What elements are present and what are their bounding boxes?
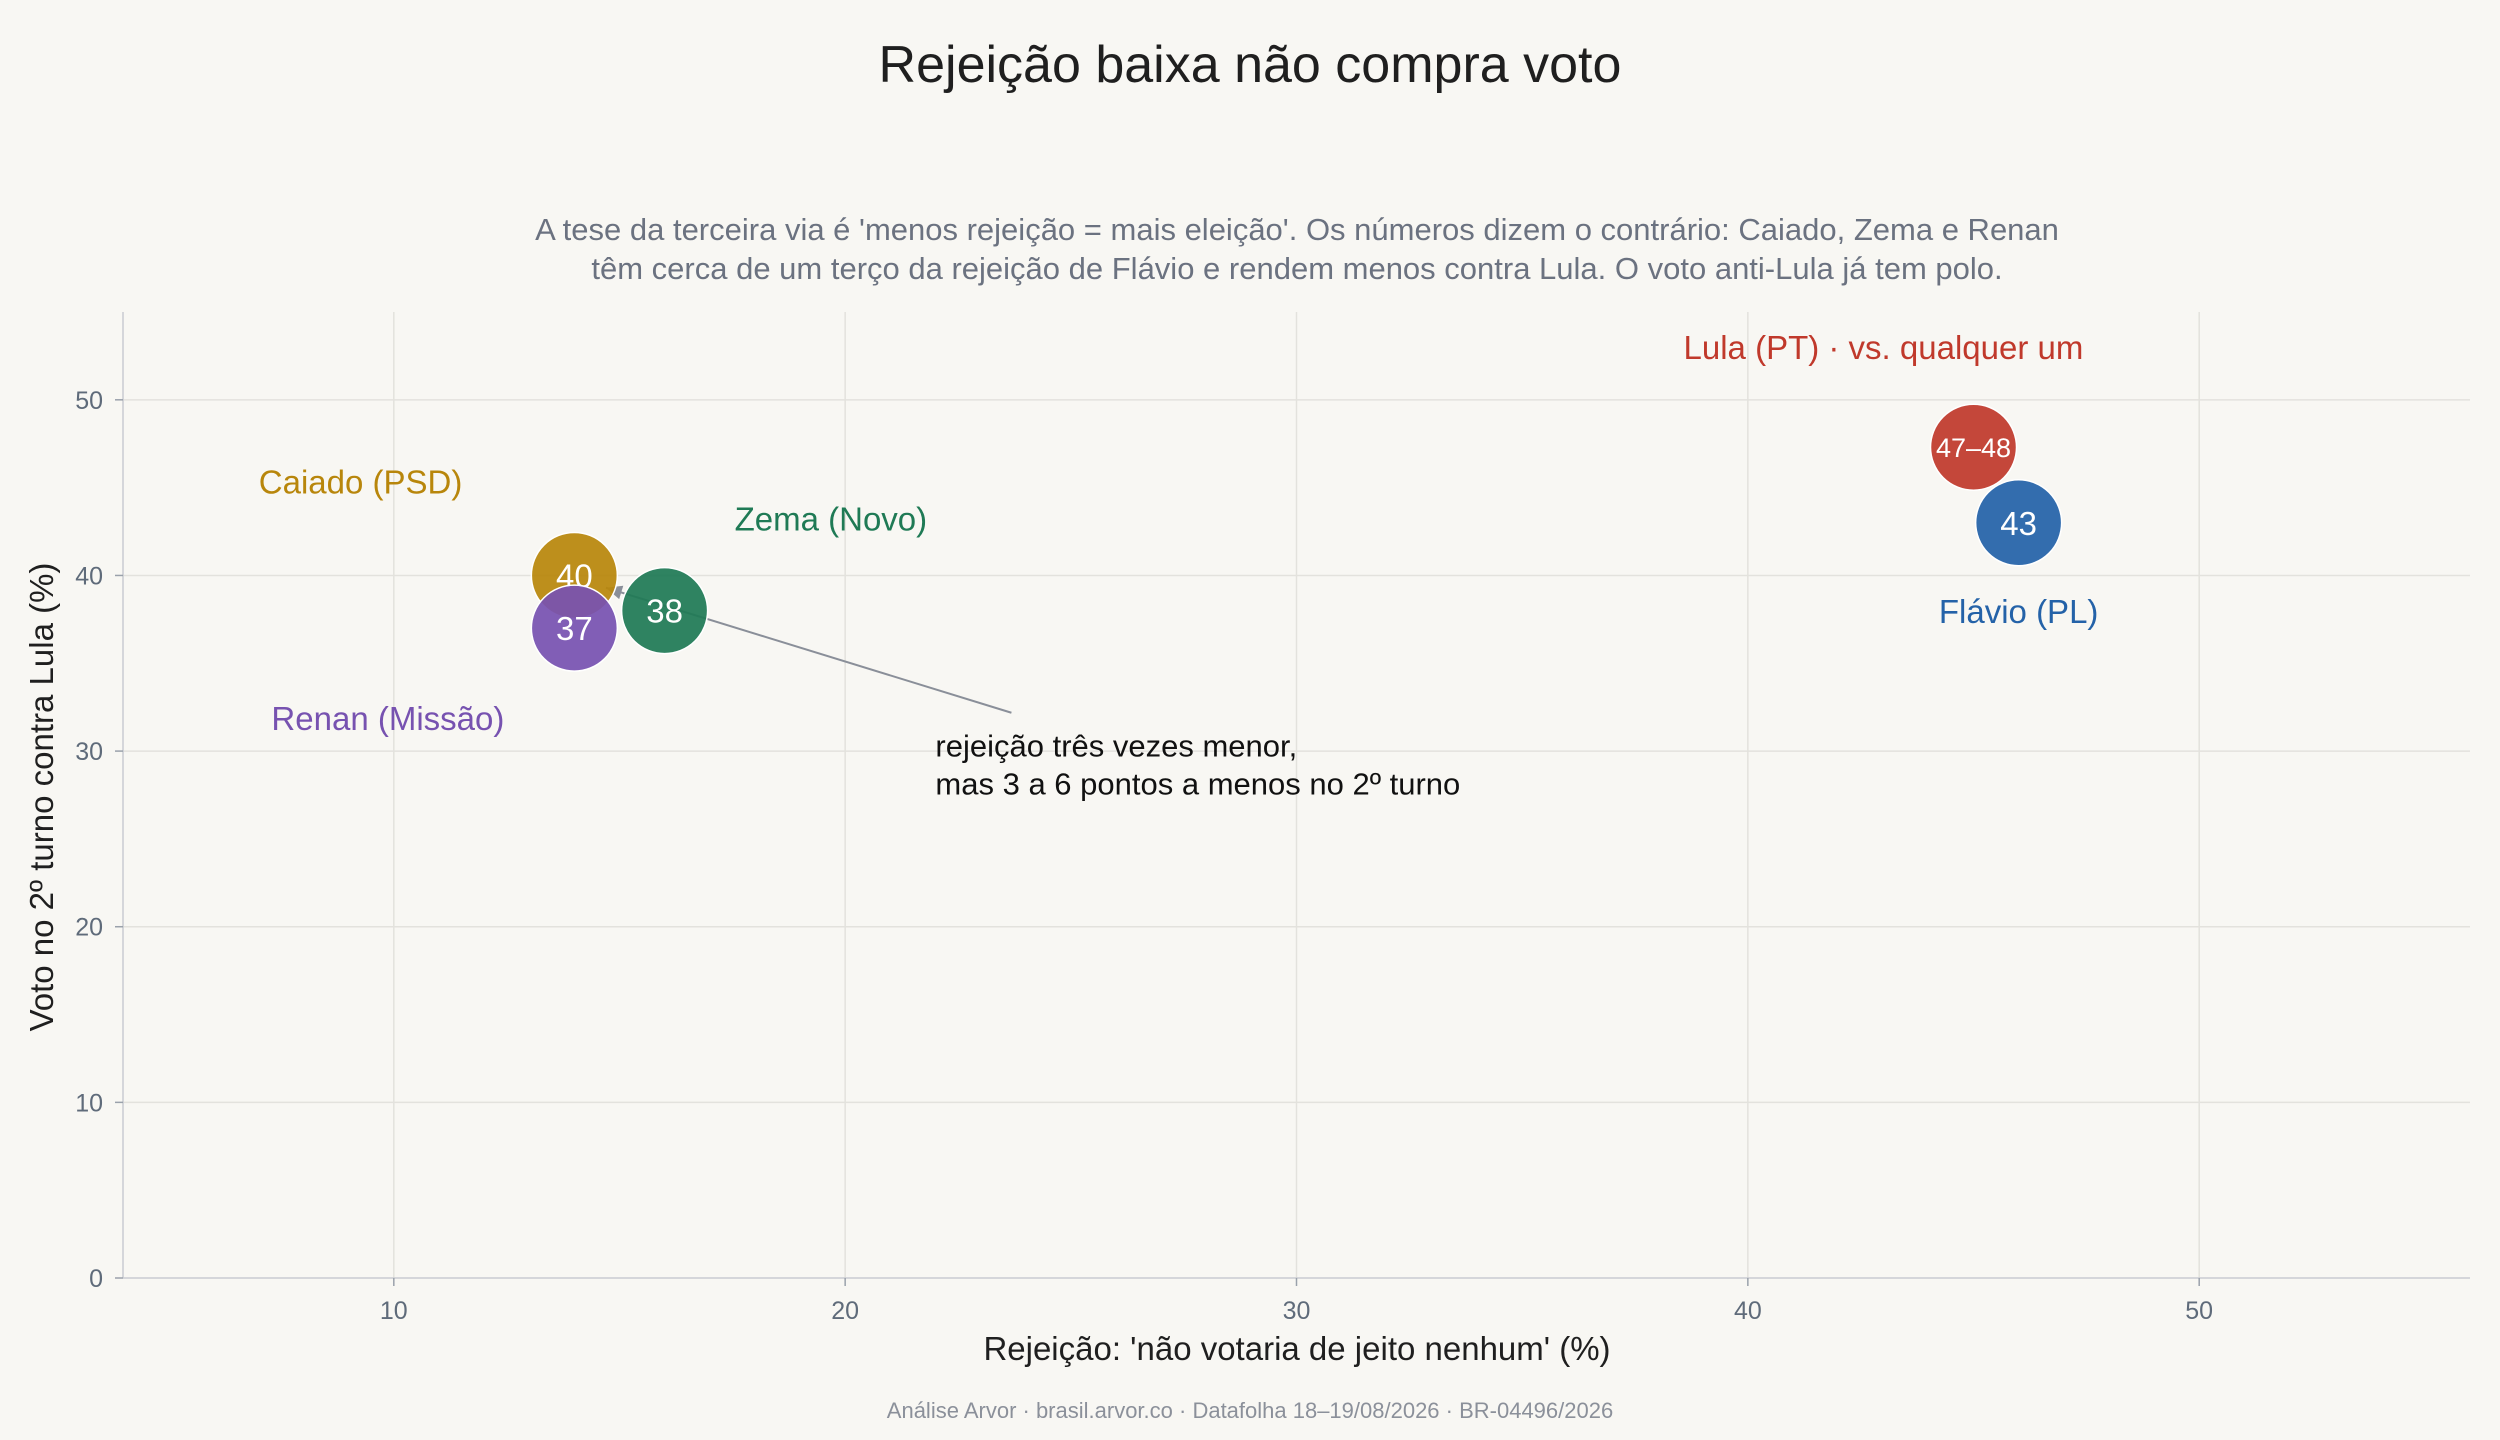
y-tick-label: 50 [75, 387, 103, 415]
axes: 10 20 30 40 50 0 10 20 30 40 50 [75, 312, 2470, 1325]
data-point-value: 43 [2000, 505, 2037, 542]
annotation: rejeição três vezes menor,mas 3 a 6 pont… [605, 585, 1460, 802]
data-point-name-label: Renan (Missão) [271, 700, 504, 737]
x-tick-label: 20 [831, 1297, 859, 1325]
grid-lines [123, 312, 2470, 1278]
x-tick-label: 30 [1283, 1297, 1311, 1325]
data-point-name-label: Caiado (PSD) [259, 463, 463, 500]
x-axis-label: Rejeição: 'não votaria de jeito nenhum' … [983, 1330, 1610, 1367]
data-point-value: 47–48 [1936, 433, 2011, 463]
data-point-bubble [620, 566, 709, 655]
x-tick-label: 40 [1734, 1297, 1762, 1325]
annotation-text-line: mas 3 a 6 pontos a menos no 2º turno [935, 767, 1460, 802]
x-tick-label: 10 [380, 1297, 408, 1325]
data-point-name-label: Zema (Novo) [735, 501, 928, 538]
y-tick-label: 40 [75, 562, 103, 590]
data-point-name-label: Lula (PT) · vs. qualquer um [1684, 329, 2084, 366]
data-point-value: 38 [646, 593, 683, 630]
data-point-bubble [1929, 403, 2018, 491]
x-tick-label: 50 [2185, 1297, 2213, 1325]
footer-source: Análise Arvor · brasil.arvor.co · Datafo… [887, 1398, 1613, 1423]
y-tick-label: 0 [89, 1265, 103, 1293]
data-point-bubble [530, 584, 619, 672]
y-tick-label: 10 [75, 1089, 103, 1117]
data-point-bubble [1974, 479, 2063, 567]
y-tick-label: 30 [75, 738, 103, 766]
chart-subtitle-line-1: A tese da terceira via é 'menos rejeição… [535, 212, 2059, 247]
data-points: 47–48 Lula (PT) · vs. qualquer um 43 Flávio… [259, 329, 2099, 737]
chart-subtitle-line-2: têm cerca de um terço da rejeição de Flá… [591, 251, 2002, 286]
data-point-name-label: Flávio (PL) [1939, 593, 2099, 630]
data-point-value: 37 [556, 610, 593, 647]
chart-title: Rejeição baixa não compra voto [879, 36, 1622, 94]
y-tick-label: 20 [75, 914, 103, 942]
y-axis-label: Voto no 2º turno contra Lula (%) [23, 563, 60, 1032]
annotation-text-line: rejeição três vezes menor, [935, 729, 1297, 764]
